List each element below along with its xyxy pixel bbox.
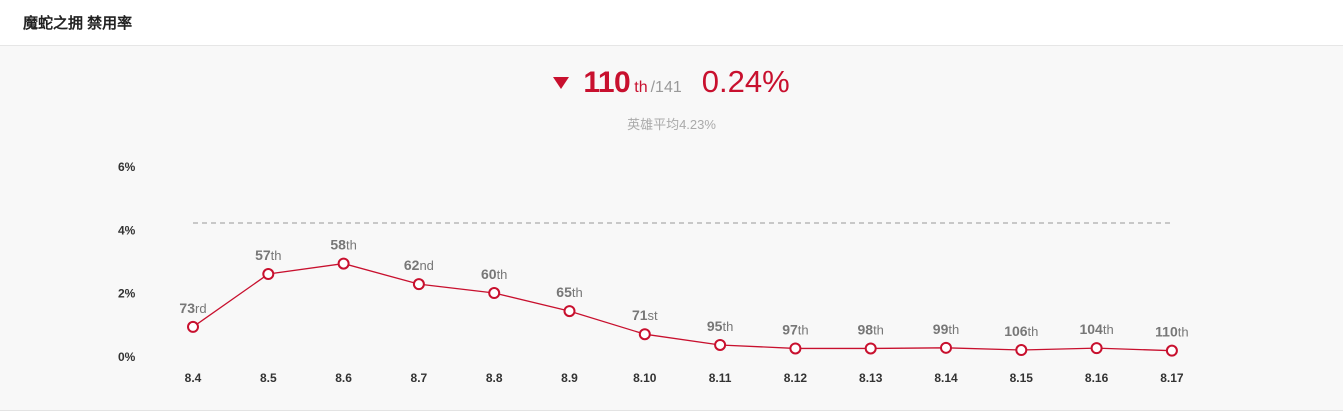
x-tick-label: 8.13	[859, 371, 883, 385]
point-rank-labels: 73rd 57th 58th 62nd 60th 65th 71st 95th 97th 98th…	[179, 237, 1188, 340]
data-point[interactable]	[864, 342, 877, 355]
ban-rate-value: 0.24%	[701, 64, 790, 99]
x-tick-label: 8.10	[633, 371, 657, 385]
chart-panel: 110 th /141 0.24% 英雄平均4.23% 0% 2% 4% 6% 73r…	[0, 46, 1343, 411]
data-point[interactable]	[563, 305, 576, 318]
x-tick-label: 8.4	[185, 371, 202, 385]
point-rank-label: 95th	[707, 318, 733, 334]
point-rank-label: 57th	[255, 247, 281, 263]
data-point[interactable]	[638, 328, 651, 341]
point-rank-label: 98th	[857, 321, 883, 337]
x-tick-label: 8.5	[260, 371, 277, 385]
data-point[interactable]	[940, 341, 952, 354]
rank-summary: 110 th /141 0.24%	[0, 64, 1343, 100]
x-tick-label: 8.16	[1085, 371, 1109, 385]
average-label: 英雄平均4.23%	[627, 117, 716, 132]
data-point[interactable]	[262, 268, 275, 281]
x-tick-label: 8.6	[335, 371, 352, 385]
data-points	[187, 257, 1178, 357]
page-title: 魔蛇之拥 禁用率	[23, 15, 133, 32]
data-point[interactable]	[1090, 342, 1103, 355]
y-tick-label: 6%	[118, 160, 136, 174]
series-line	[192, 262, 1172, 352]
down-arrow-icon	[553, 77, 570, 89]
chart-header: 魔蛇之拥 禁用率	[0, 0, 1343, 46]
point-rank-label: 99th	[933, 321, 959, 337]
point-rank-label: 60th	[481, 266, 507, 282]
point-rank-label: 58th	[330, 237, 356, 253]
rank-suffix: th	[634, 79, 648, 96]
data-point[interactable]	[337, 257, 350, 270]
data-point[interactable]	[412, 278, 425, 291]
point-rank-label: 73rd	[179, 300, 206, 316]
x-tick-label: 8.9	[561, 371, 578, 385]
point-rank-label: 62nd	[404, 257, 434, 273]
point-rank-label: 97th	[782, 321, 808, 337]
y-tick-label: 2%	[118, 287, 136, 301]
point-rank-label: 106th	[1004, 323, 1038, 339]
data-point[interactable]	[714, 338, 727, 351]
ban-rate-line-chart: 0% 2% 4% 6% 73rd 57th 58th 62nd 60th 65th 71st 95t…	[118, 160, 1189, 385]
x-tick-label: 8.7	[411, 371, 428, 385]
data-point[interactable]	[1165, 344, 1178, 357]
point-rank-label: 110th	[1155, 324, 1188, 340]
x-axis-ticks: 8.4 8.5 8.6 8.7 8.8 8.9 8.10 8.11 8.12 8.13 8.14 8.…	[185, 371, 1184, 385]
x-tick-label: 8.14	[934, 371, 958, 385]
y-tick-label: 4%	[118, 223, 136, 237]
x-tick-label: 8.8	[486, 371, 503, 385]
x-tick-label: 8.17	[1160, 371, 1184, 385]
x-tick-label: 8.12	[784, 371, 808, 385]
point-rank-label: 104th	[1079, 321, 1113, 337]
point-rank-label: 71st	[632, 307, 658, 323]
rank-number: 110	[583, 66, 631, 99]
y-tick-label: 0%	[118, 350, 136, 364]
x-tick-label: 8.15	[1010, 371, 1034, 385]
point-rank-label: 65th	[556, 284, 582, 300]
x-tick-label: 8.11	[709, 371, 732, 385]
data-point[interactable]	[488, 287, 501, 300]
data-point[interactable]	[187, 320, 199, 333]
y-axis-ticks: 0% 2% 4% 6%	[118, 160, 136, 364]
data-point[interactable]	[1015, 344, 1028, 357]
rank-total: /141	[650, 79, 682, 96]
data-point[interactable]	[789, 342, 802, 355]
